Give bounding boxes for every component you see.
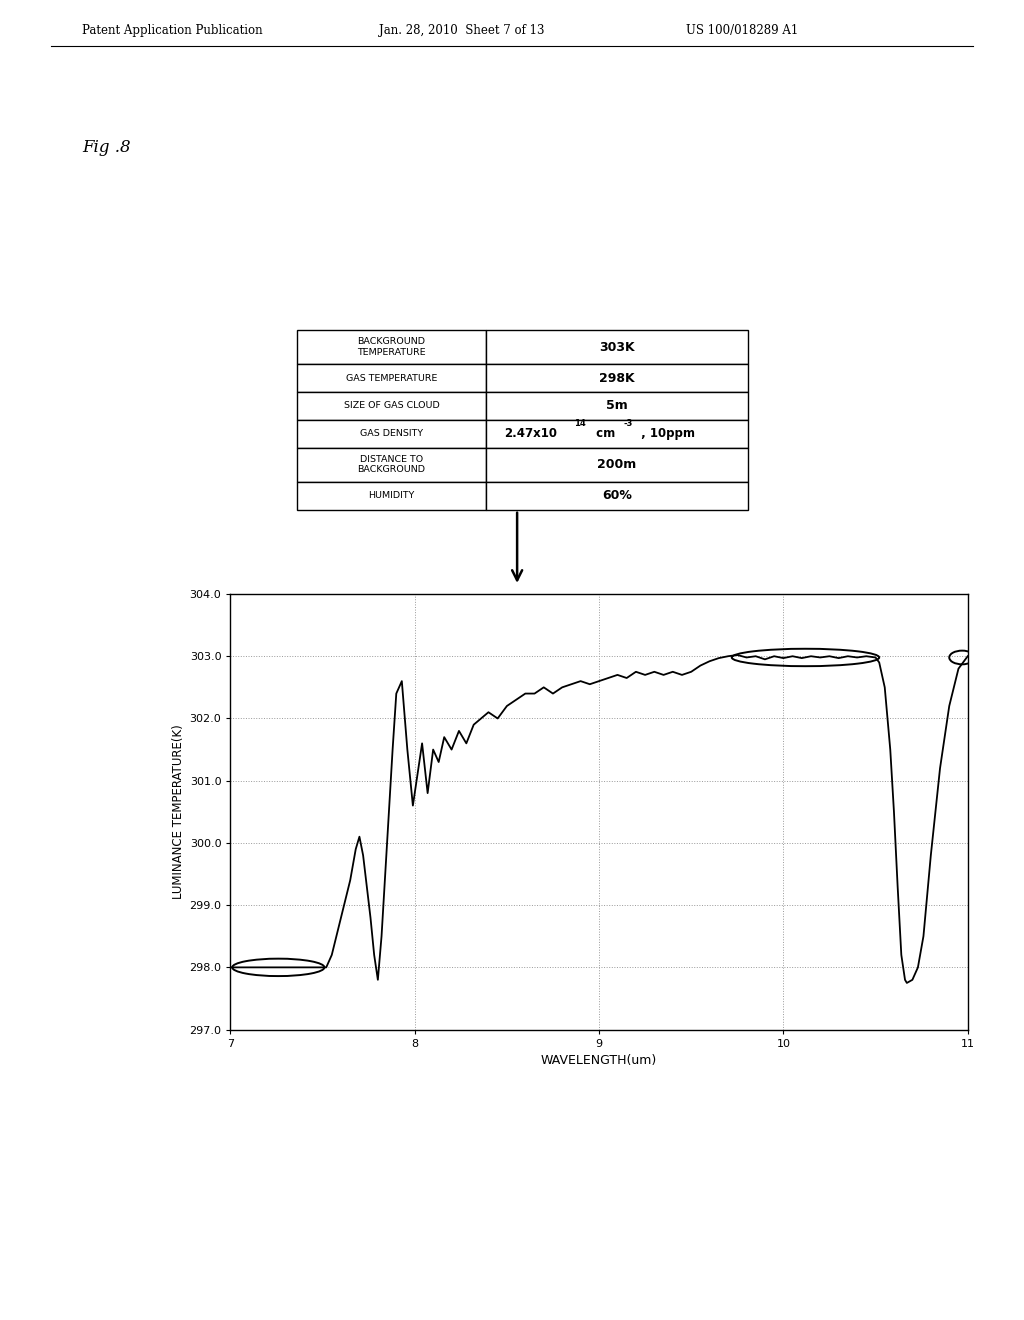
Text: GAS TEMPERATURE: GAS TEMPERATURE [346,374,437,383]
Text: BACKGROUND
TEMPERATURE: BACKGROUND TEMPERATURE [357,338,426,356]
Bar [486,330,748,364]
Text: 200m: 200m [597,458,637,471]
Bar [486,447,748,482]
Text: DISTANCE TO
BACKGROUND: DISTANCE TO BACKGROUND [357,455,426,474]
Bar [486,392,748,420]
X-axis label: WAVELENGTH(um): WAVELENGTH(um) [541,1055,657,1067]
Bar [297,447,486,482]
Text: Patent Application Publication: Patent Application Publication [82,24,262,37]
Text: GAS DENSITY: GAS DENSITY [360,429,423,438]
Text: 2.47x10: 2.47x10 [504,428,557,440]
Bar [486,364,748,392]
Text: -3: -3 [624,420,633,428]
Bar [297,420,486,447]
Bar [297,364,486,392]
Bar [486,420,748,447]
Text: 60%: 60% [602,490,632,502]
Text: 5m: 5m [606,400,628,412]
Text: 14: 14 [574,420,586,428]
Y-axis label: LUMINANCE TEMPERATURE(K): LUMINANCE TEMPERATURE(K) [172,725,185,899]
Text: US 100/018289 A1: US 100/018289 A1 [686,24,799,37]
Text: 303K: 303K [599,341,635,354]
Bar [297,482,486,510]
Text: Fig .8: Fig .8 [82,139,130,156]
Text: , 10ppm: , 10ppm [637,428,695,440]
Bar [486,482,748,510]
Bar [297,392,486,420]
Bar [297,330,486,364]
Text: 298K: 298K [599,371,635,384]
Text: SIZE OF GAS CLOUD: SIZE OF GAS CLOUD [344,401,439,411]
Text: cm: cm [592,428,615,440]
Text: HUMIDITY: HUMIDITY [369,491,415,500]
Text: Jan. 28, 2010  Sheet 7 of 13: Jan. 28, 2010 Sheet 7 of 13 [379,24,545,37]
